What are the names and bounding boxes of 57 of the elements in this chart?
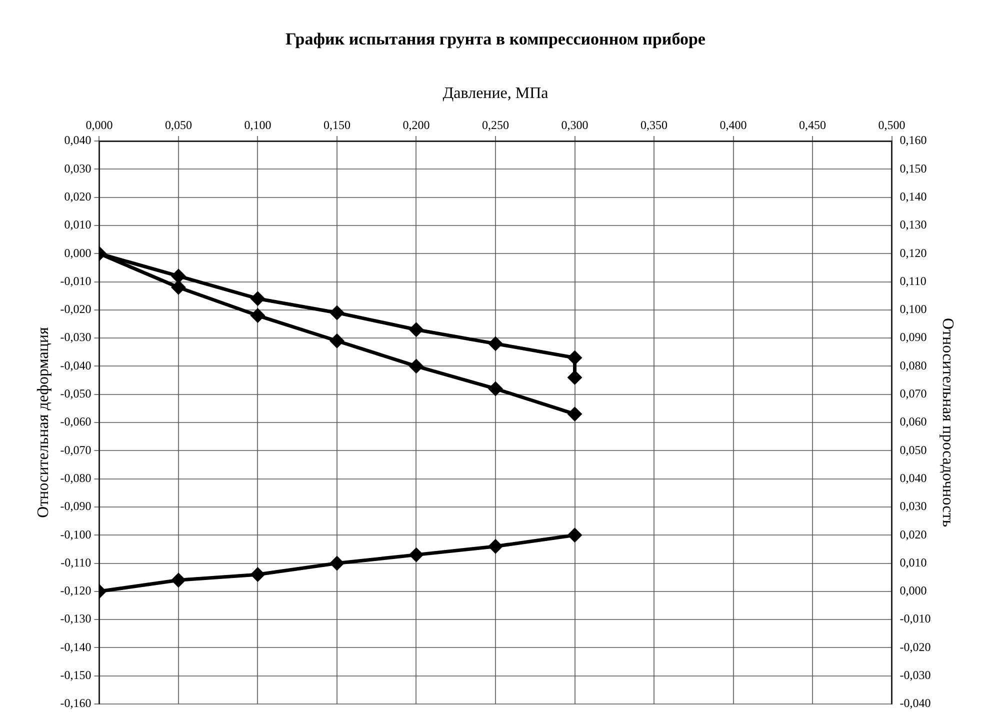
y2-tick-label: 0,070 bbox=[900, 386, 927, 401]
y-tick-label: -0,130 bbox=[60, 612, 92, 626]
y2-tick-label: -0,040 bbox=[900, 696, 931, 710]
y-tick-label: 0,030 bbox=[64, 161, 92, 176]
y-tick-label: -0,110 bbox=[60, 555, 92, 570]
y-tick-label: -0,120 bbox=[60, 584, 92, 598]
y2-tick-label: 0,060 bbox=[900, 414, 927, 429]
y-tick-label: -0,060 bbox=[60, 414, 92, 429]
y2-tick-label: 0,120 bbox=[900, 246, 927, 260]
y2-tick-label: 0,000 bbox=[900, 584, 927, 598]
y2-tick-label: 0,030 bbox=[900, 499, 927, 514]
x-tick-label: 0,300 bbox=[561, 118, 588, 132]
y2-tick-label: 0,010 bbox=[900, 555, 927, 570]
y-tick-label: -0,100 bbox=[60, 527, 92, 542]
y2-tick-label: 0,130 bbox=[900, 218, 927, 232]
y2-tick-label: -0,030 bbox=[900, 668, 931, 682]
y2-tick-label: 0,100 bbox=[900, 302, 927, 316]
x-tick-label: 0,050 bbox=[164, 118, 192, 132]
y2-tick-label: 0,040 bbox=[900, 470, 927, 485]
y-axis-title: Относительная деформация bbox=[34, 326, 52, 518]
y-tick-label: -0,050 bbox=[60, 386, 92, 401]
chart-title: График испытания грунта в компрессионном приборе bbox=[286, 30, 706, 49]
y-tick-label: -0,040 bbox=[60, 358, 92, 372]
x-tick-label: 0,450 bbox=[799, 118, 826, 132]
x-tick-label: 0,200 bbox=[402, 118, 430, 132]
y-tick-label: 0,000 bbox=[64, 246, 92, 260]
y-tick-label: -0,150 bbox=[60, 668, 92, 682]
x-axis-title: Давление, МПа bbox=[442, 85, 548, 102]
x-tick-label: 0,250 bbox=[482, 118, 509, 132]
x-tick-label: 0,000 bbox=[86, 118, 113, 132]
y2-tick-label: 0,080 bbox=[900, 358, 927, 372]
x-tick-label: 0,400 bbox=[720, 118, 747, 132]
y-tick-label: 0,020 bbox=[64, 189, 92, 204]
y-tick-label: 0,040 bbox=[64, 133, 92, 148]
y2-tick-label: -0,010 bbox=[900, 612, 931, 626]
y2-tick-label: 0,020 bbox=[900, 527, 927, 542]
y-tick-label: -0,090 bbox=[60, 499, 92, 514]
y-tick-label: -0,020 bbox=[60, 302, 92, 316]
y-tick-label: -0,030 bbox=[60, 330, 92, 344]
y2-tick-label: -0,020 bbox=[900, 640, 931, 654]
y-tick-label: -0,070 bbox=[60, 442, 92, 457]
y2-tick-label: 0,090 bbox=[900, 330, 927, 344]
y2-tick-label: 0,140 bbox=[900, 189, 927, 204]
x-tick-label: 0,100 bbox=[244, 118, 272, 132]
y-tick-label: 0,010 bbox=[64, 218, 92, 232]
x-tick-label: 0,350 bbox=[640, 118, 668, 132]
y2-axis-title: Относительная просадочность bbox=[939, 318, 956, 528]
x-tick-label: 0,150 bbox=[323, 118, 350, 132]
y2-tick-label: 0,160 bbox=[900, 133, 927, 148]
y-tick-label: -0,140 bbox=[60, 640, 92, 654]
x-tick-label: 0,500 bbox=[878, 118, 906, 132]
y-tick-label: -0,080 bbox=[60, 470, 92, 485]
y2-tick-label: 0,110 bbox=[900, 274, 926, 288]
y2-tick-label: 0,150 bbox=[900, 161, 927, 176]
y-tick-label: -0,010 bbox=[60, 274, 92, 288]
y-tick-label: -0,160 bbox=[60, 696, 92, 710]
y2-tick-label: 0,050 bbox=[900, 442, 927, 457]
